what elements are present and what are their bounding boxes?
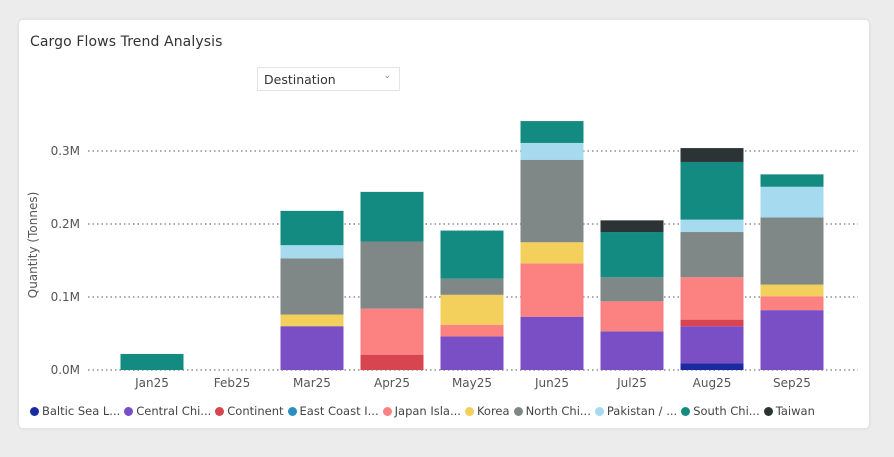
bar-segment[interactable] <box>680 219 744 233</box>
bar-segment[interactable] <box>440 278 504 295</box>
x-tick-label: Jan25 <box>134 376 169 390</box>
bar-segment[interactable] <box>520 142 584 160</box>
bar-segment[interactable] <box>760 186 824 218</box>
bar-segment[interactable] <box>360 241 424 309</box>
bar-segment[interactable] <box>680 363 744 370</box>
legend-item[interactable]: North Chi... <box>513 404 591 418</box>
bar-segment[interactable] <box>120 353 184 370</box>
legend-swatch <box>763 406 773 416</box>
bar-segment[interactable] <box>440 324 504 337</box>
legend-item[interactable]: East Coast I... <box>287 404 379 418</box>
legend-item[interactable]: Taiwan <box>763 404 815 418</box>
bar-segment[interactable] <box>680 232 744 278</box>
bar-segment[interactable] <box>520 121 584 143</box>
bar-segment[interactable] <box>760 284 824 297</box>
bar-segment[interactable] <box>520 159 584 243</box>
legend-swatch <box>464 406 474 416</box>
bar-segment[interactable] <box>280 326 344 370</box>
bar-segment[interactable] <box>280 245 344 259</box>
bar-segment[interactable] <box>280 258 344 315</box>
bar-segment[interactable] <box>520 242 584 264</box>
bar-segment[interactable] <box>680 148 744 162</box>
y-tick-label: 0.2M <box>51 217 80 231</box>
legend-label: Korea <box>476 404 510 418</box>
bar-segment[interactable] <box>520 263 584 317</box>
bar-segment[interactable] <box>280 314 344 327</box>
legend-swatch <box>594 406 604 416</box>
x-tick-label: Mar25 <box>293 376 331 390</box>
legend-label: Continent <box>227 404 284 418</box>
legend-swatch <box>30 406 39 416</box>
bar-segment[interactable] <box>360 308 424 355</box>
bar-segment[interactable] <box>520 316 584 370</box>
bar-segment[interactable] <box>600 220 664 233</box>
bar-segment[interactable] <box>360 191 424 242</box>
legend-label: Central Chi... <box>136 404 212 418</box>
destination-dropdown[interactable]: Destination ⌄ <box>257 67 400 91</box>
legend-label: South Chi... <box>693 404 760 418</box>
dropdown-selected-value: Destination <box>264 72 336 87</box>
y-axis-title: Quantity (Tonnes) <box>26 192 40 299</box>
bar-segment[interactable] <box>760 310 824 370</box>
legend-label: East Coast I... <box>299 404 379 418</box>
x-tick-label: Sep25 <box>773 376 811 390</box>
x-tick-label: May25 <box>452 376 492 390</box>
bar-segment[interactable] <box>680 326 744 364</box>
bar-segment[interactable] <box>760 174 824 187</box>
bar-segment[interactable] <box>440 294 504 325</box>
bar-segment[interactable] <box>600 331 664 370</box>
bar-segment[interactable] <box>440 336 504 370</box>
chevron-down-icon: ⌄ <box>383 71 391 81</box>
legend-item[interactable]: Baltic Sea L... <box>30 404 120 418</box>
bar-segment[interactable] <box>600 301 664 332</box>
legend-swatch <box>124 406 134 416</box>
chart-title: Cargo Flows Trend Analysis <box>30 34 223 50</box>
x-tick-label: Jun25 <box>534 376 569 390</box>
x-tick-label: Aug25 <box>693 376 732 390</box>
bar-segment[interactable] <box>280 210 344 246</box>
legend-item[interactable]: Continent <box>215 404 284 418</box>
bar-segment[interactable] <box>680 161 744 220</box>
legend-label: Pakistan / ... <box>606 404 678 418</box>
chart-legend: Baltic Sea L... Central Chi... Continent Ea… <box>30 402 819 420</box>
legend-item[interactable]: Korea <box>464 404 510 418</box>
bar-segment[interactable] <box>600 277 664 302</box>
x-tick-label: Feb25 <box>214 376 251 390</box>
legend-swatch <box>681 406 691 416</box>
legend-item[interactable]: Central Chi... <box>124 404 211 418</box>
legend-swatch <box>287 406 297 416</box>
legend-swatch <box>513 406 523 416</box>
bar-segment[interactable] <box>680 319 744 327</box>
legend-item[interactable]: South Chi... <box>681 404 760 418</box>
bar-segment[interactable] <box>440 230 504 279</box>
y-tick-label: 0.0M <box>51 363 80 377</box>
legend-label: North Chi... <box>525 404 591 418</box>
x-tick-label: Apr25 <box>374 376 410 390</box>
y-tick-label: 0.3M <box>51 144 80 158</box>
y-tick-label: 0.1M <box>51 290 80 304</box>
legend-item[interactable]: Pakistan / ... <box>594 404 678 418</box>
legend-label: Baltic Sea L... <box>42 404 121 418</box>
x-tick-label: Jul25 <box>616 376 647 390</box>
bar-segment[interactable] <box>760 296 824 311</box>
bar-segment[interactable] <box>360 354 424 370</box>
bar-segment[interactable] <box>600 232 664 278</box>
legend-label: Japan Isla... <box>394 404 461 418</box>
legend-swatch <box>215 406 225 416</box>
bar-segment[interactable] <box>680 277 744 320</box>
bar-segment[interactable] <box>760 217 824 285</box>
legend-swatch <box>382 406 392 416</box>
legend-item[interactable]: Japan Isla... <box>382 404 461 418</box>
legend-label: Taiwan <box>775 404 815 418</box>
